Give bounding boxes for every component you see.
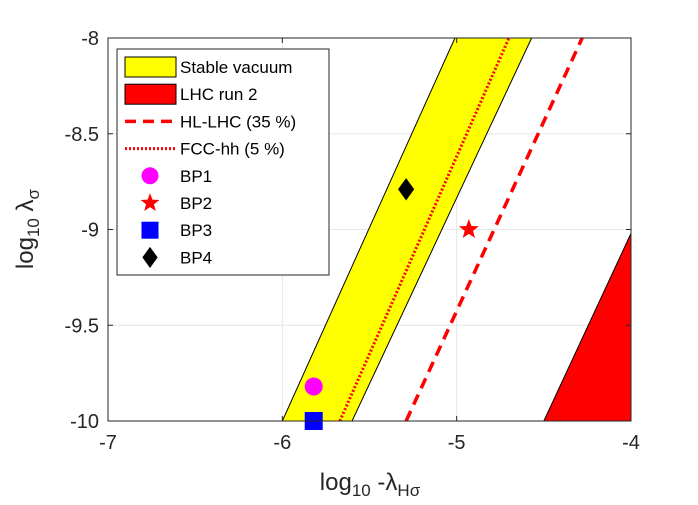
x-tick-label: -4 [622, 432, 640, 454]
legend-marker-bp2 [140, 193, 160, 211]
legend-swatch-stable-vacuum [124, 56, 177, 78]
y-tick-label: -8.5 [65, 124, 99, 146]
y-tick-label: -9.5 [65, 315, 99, 337]
legend-marker-bp1 [141, 167, 159, 185]
legend-label-bp1: BP1 [180, 167, 212, 186]
y-axis-label-mid: λ [12, 199, 39, 218]
x-tick-label: -5 [448, 432, 466, 454]
axis-ticks: -7 -6 -5 -4 -10 -9.5 -9 -8.5 -8 [65, 28, 640, 454]
line-dotted [338, 37, 511, 422]
y-tick-label: -10 [70, 411, 99, 433]
x-axis-label-sub: 10 [352, 481, 371, 500]
x-axis-label-sub2: Hσ [397, 481, 420, 500]
x-axis-label: log10 -λHσ [320, 469, 421, 500]
y-axis-label: log10 λσ [12, 188, 43, 269]
legend-swatch-lhc-run-2 [124, 83, 177, 105]
point-bp4 [398, 178, 415, 201]
limit-lines [338, 37, 584, 422]
line-dashed [404, 37, 584, 422]
x-tick-label: -6 [273, 432, 291, 454]
legend: Stable vacuum LHC run 2 HL-LHC (35 %) FCC-h… [116, 48, 330, 276]
legend-label-bp4: BP4 [180, 248, 212, 267]
y-axis-label-sub: 10 [24, 218, 43, 237]
point-bp1 [304, 377, 323, 396]
legend-label-bp3: BP3 [180, 221, 212, 240]
point-bp2 [458, 219, 479, 238]
legend-label-stable-vacuum: Stable vacuum [180, 58, 292, 77]
benchmark-points [304, 178, 479, 430]
legend-label-hl-lhc-35: HL-LHC (35 %) [180, 112, 296, 131]
legend-label-fcc-hh-5: FCC-hh (5 %) [180, 140, 285, 159]
x-tick-label: -7 [99, 432, 117, 454]
x-axis-label-main: log [320, 469, 352, 496]
x-axis-label-mid: -λ [371, 469, 398, 496]
y-tick-label: -8 [81, 28, 99, 50]
legend-label-lhc-run-2: LHC run 2 [180, 85, 257, 104]
legend-label-bp2: BP2 [180, 194, 212, 213]
legend-marker-bp3 [141, 221, 159, 239]
legend-marker-bp4 [142, 246, 158, 268]
legend-box [116, 48, 330, 276]
y-axis-label-main: log [12, 237, 39, 269]
y-axis-label-sub2: σ [24, 188, 43, 199]
y-tick-label: -9 [81, 220, 99, 242]
